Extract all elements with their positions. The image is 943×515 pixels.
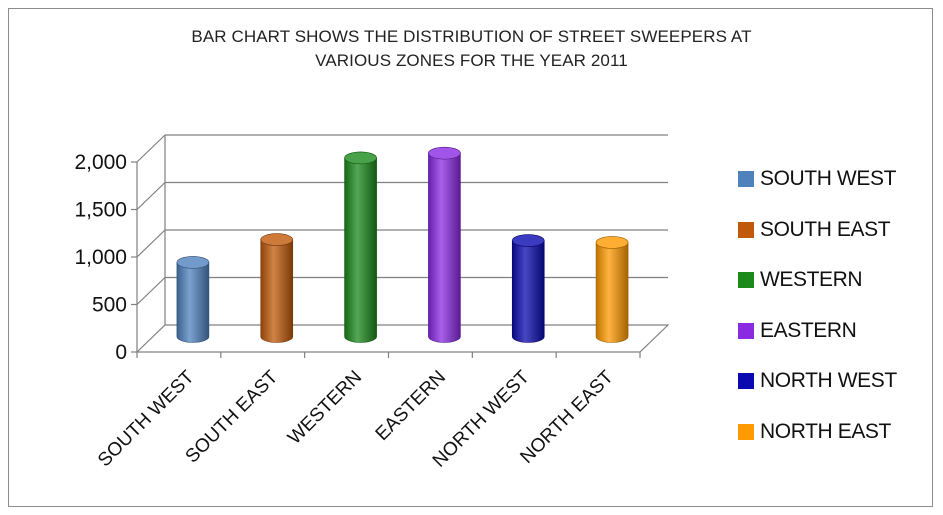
chart-frame bbox=[8, 8, 933, 507]
bar-south-east bbox=[260, 233, 294, 343]
bar-top bbox=[344, 151, 377, 165]
bar-western bbox=[344, 151, 377, 343]
y-tick-label: 1,500 bbox=[74, 199, 127, 222]
bar-body bbox=[428, 152, 461, 343]
gridline-depth bbox=[136, 134, 166, 163]
y-tick-label: 500 bbox=[92, 294, 127, 317]
chart-floor bbox=[135, 324, 670, 353]
bar-top bbox=[260, 233, 294, 246]
bar-south-west bbox=[176, 256, 210, 343]
legend-label: NORTH WEST bbox=[760, 369, 897, 392]
legend-label: WESTERN bbox=[760, 268, 863, 291]
bar-body bbox=[595, 242, 629, 343]
grid-layer bbox=[131, 134, 670, 358]
legend-swatch bbox=[738, 272, 754, 288]
bar-north-west bbox=[511, 234, 545, 343]
gridline-depth bbox=[136, 277, 166, 305]
legend-item-eastern: EASTERN bbox=[738, 316, 857, 346]
bar-body bbox=[176, 262, 210, 343]
bars-layer bbox=[176, 146, 629, 343]
y-tick-label: 0 bbox=[115, 341, 127, 364]
bar-body bbox=[511, 240, 545, 343]
gridline-depth bbox=[136, 182, 166, 210]
legend-swatch bbox=[738, 373, 754, 389]
x-tick-label-south-west: SOUTH WEST bbox=[94, 366, 199, 471]
legend-item-south-west: SOUTH WEST bbox=[738, 164, 896, 194]
bar-body bbox=[344, 157, 377, 343]
legend-swatch bbox=[738, 171, 754, 187]
bar-eastern bbox=[428, 146, 461, 343]
x-tick-label-western: WESTERN bbox=[284, 367, 366, 449]
bar-top bbox=[511, 234, 545, 247]
legend-swatch bbox=[738, 322, 754, 339]
gridline-depth bbox=[136, 229, 166, 258]
y-tick-labels: 0 500 1,000 1,500 2,000 bbox=[74, 151, 127, 364]
legend-swatch bbox=[738, 423, 754, 440]
legend-item-north-west: NORTH WEST bbox=[738, 366, 897, 396]
bar-top bbox=[595, 236, 629, 249]
legend-label: SOUTH EAST bbox=[760, 217, 891, 241]
bar-top bbox=[428, 146, 461, 160]
chart-title: BAR CHART SHOWS THE DISTRIBUTION OF STRE… bbox=[0, 25, 943, 73]
legend-swatch bbox=[738, 221, 754, 238]
legend-item-north-east: NORTH EAST bbox=[738, 417, 891, 447]
y-tick-label: 1,000 bbox=[74, 246, 127, 269]
legend-item-south-east: SOUTH EAST bbox=[738, 215, 891, 245]
bar-top bbox=[176, 256, 210, 269]
legend-label: NORTH EAST bbox=[760, 419, 891, 443]
legend-label: EASTERN bbox=[760, 318, 857, 342]
y-tick-label: 2,000 bbox=[74, 151, 127, 174]
bar-north-east bbox=[595, 236, 629, 343]
chart-title-line-2: VARIOUS ZONES FOR THE YEAR 2011 bbox=[315, 51, 628, 70]
legend-label: SOUTH WEST bbox=[760, 167, 896, 190]
x-tick-label-eastern: EASTERN bbox=[372, 367, 450, 445]
bar-body bbox=[260, 239, 294, 343]
chart-title-line-1: BAR CHART SHOWS THE DISTRIBUTION OF STRE… bbox=[191, 27, 752, 46]
legend-item-western: WESTERN bbox=[738, 265, 863, 295]
